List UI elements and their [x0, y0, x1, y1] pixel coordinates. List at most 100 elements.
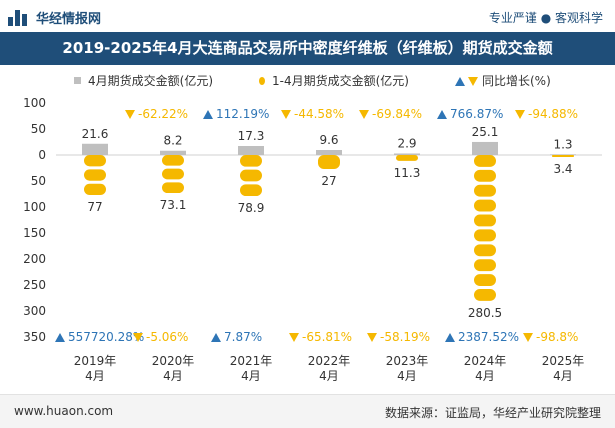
bar-monthly — [160, 150, 186, 155]
x-tick-label: 2020年 — [152, 354, 195, 368]
yoy-monthly-up-icon — [437, 110, 447, 119]
footer-url[interactable]: www.huaon.com — [14, 404, 114, 418]
yoy-cumulative-label: 557720.28% — [68, 330, 144, 344]
yoy-cumulative-down-icon — [523, 333, 533, 342]
brand[interactable]: 华经情报网 — [8, 8, 101, 27]
yoy-cumulative-down-icon — [367, 333, 377, 342]
y-tick-label: 50 — [31, 174, 46, 188]
legend-swatch-up-icon — [455, 77, 465, 86]
y-tick-label: 250 — [23, 278, 46, 292]
x-tick-label: 2022年 — [308, 354, 351, 368]
yoy-monthly-label: 112.19% — [216, 107, 269, 121]
x-tick-label: 4月 — [163, 369, 183, 383]
y-tick-label: 100 — [23, 96, 46, 110]
yoy-monthly-down-icon — [281, 110, 291, 119]
bar-monthly — [238, 146, 264, 155]
bar-cumulative-coin — [474, 184, 496, 197]
data-label-monthly: 9.6 — [319, 133, 338, 147]
bar-cumulative-coin — [474, 288, 496, 301]
bar-cumulative-coin — [84, 169, 106, 181]
data-label-cumulative: 11.3 — [394, 166, 421, 180]
yoy-cumulative-label: -98.8% — [536, 330, 578, 344]
yoy-monthly-down-icon — [359, 110, 369, 119]
x-tick-label: 2024年 — [464, 354, 507, 368]
bar-monthly — [82, 143, 108, 155]
bar-monthly — [316, 150, 342, 155]
x-tick-label: 4月 — [241, 369, 261, 383]
bar-cumulative-coin — [240, 155, 262, 167]
yoy-cumulative-up-icon — [55, 333, 65, 342]
yoy-monthly-down-icon — [125, 110, 135, 119]
footer-source: 数据来源：证监局，华经产业研究院整理 — [384, 406, 601, 420]
legend-label-monthly: 4月期货成交金额(亿元) — [88, 73, 213, 88]
x-tick-label: 4月 — [85, 369, 105, 383]
data-label-monthly: 2.9 — [397, 136, 416, 150]
bar-cumulative-coin — [84, 155, 106, 167]
yoy-cumulative-label: -58.19% — [380, 330, 430, 344]
bar-cumulative-coin — [396, 155, 418, 161]
yoy-monthly-label: -62.22% — [138, 107, 188, 121]
x-tick-label: 4月 — [319, 369, 339, 383]
data-label-cumulative: 280.5 — [468, 306, 502, 320]
y-tick-label: 200 — [23, 252, 46, 266]
data-label-cumulative: 27 — [321, 174, 336, 188]
data-label-monthly: 21.6 — [82, 127, 109, 141]
data-label-monthly: 17.3 — [238, 129, 265, 143]
legend-label-yoy: 同比增长(%) — [482, 74, 551, 88]
legend-swatch-down-icon — [468, 77, 478, 86]
yoy-monthly-label: -44.58% — [294, 107, 344, 121]
yoy-cumulative-down-icon — [289, 333, 299, 342]
bar-cumulative-coin — [162, 155, 184, 166]
yoy-monthly-label: -69.84% — [372, 107, 422, 121]
yoy-cumulative-up-icon — [211, 333, 221, 342]
bar-cumulative-coin — [474, 155, 496, 167]
y-tick-label: 150 — [23, 226, 46, 240]
yoy-monthly-label: 766.87% — [450, 107, 503, 121]
data-label-cumulative: 3.4 — [553, 162, 572, 176]
y-tick-label: 0 — [38, 148, 46, 162]
bar-cumulative-coin — [552, 155, 574, 157]
data-label-monthly: 8.2 — [163, 134, 182, 148]
bar-monthly — [550, 154, 576, 155]
brand-name: 华经情报网 — [36, 12, 102, 27]
x-tick-label: 4月 — [397, 369, 417, 383]
chart-title: 2019-2025年4月大连商品交易所中密度纤维板（纤维板）期货成交金额 — [0, 32, 615, 65]
yoy-monthly-up-icon — [203, 110, 213, 119]
legend-swatch-monthly — [74, 77, 81, 84]
bar-cumulative-coin — [84, 183, 106, 196]
x-tick-label: 2025年 — [542, 354, 585, 368]
bar-cumulative-coin — [474, 244, 496, 257]
bar-cumulative-coin — [162, 168, 184, 180]
yoy-monthly-down-icon — [515, 110, 525, 119]
x-tick-label: 2023年 — [386, 354, 429, 368]
data-label-monthly: 25.1 — [472, 125, 499, 139]
bar-cumulative-coin — [318, 155, 340, 170]
x-tick-label: 4月 — [475, 369, 495, 383]
bar-cumulative-coin — [474, 274, 496, 286]
x-tick-label: 2021年 — [230, 354, 273, 368]
yoy-cumulative-label: -65.81% — [302, 330, 352, 344]
chart: 4月期货成交金额(亿元) 1-4月期货成交金额(亿元) 同比增长(%) 100 50 0 5… — [23, 73, 602, 383]
top-bar: 华经情报网 专业严谨 ● 客观科学 — [0, 0, 615, 32]
bar-cumulative-coin — [240, 169, 262, 182]
data-label-cumulative: 78.9 — [238, 201, 265, 215]
yoy-cumulative-label: 2387.52% — [458, 330, 519, 344]
legend-swatch-cumulative — [259, 77, 265, 85]
data-label-cumulative: 73.1 — [160, 198, 187, 212]
yoy-monthly-label: -94.88% — [528, 107, 578, 121]
yoy-cumulative-up-icon — [445, 333, 455, 342]
bar-cumulative-coin — [474, 259, 496, 272]
data-label-cumulative: 77 — [87, 200, 102, 214]
bar-cumulative-coin — [474, 214, 496, 227]
bar-cumulative-coin — [240, 184, 262, 197]
yoy-cumulative-label: 7.87% — [224, 330, 262, 344]
x-tick-label: 4月 — [553, 369, 573, 383]
tagline: 专业严谨 ● 客观科学 — [488, 11, 603, 25]
yoy-cumulative-label: -5.06% — [146, 330, 188, 344]
bar-monthly — [472, 141, 498, 155]
bar-monthly — [394, 153, 420, 155]
data-label-monthly: 1.3 — [553, 137, 572, 151]
footer: www.huaon.com 数据来源：证监局，华经产业研究院整理 — [0, 394, 615, 428]
y-tick-label: 300 — [23, 304, 46, 318]
